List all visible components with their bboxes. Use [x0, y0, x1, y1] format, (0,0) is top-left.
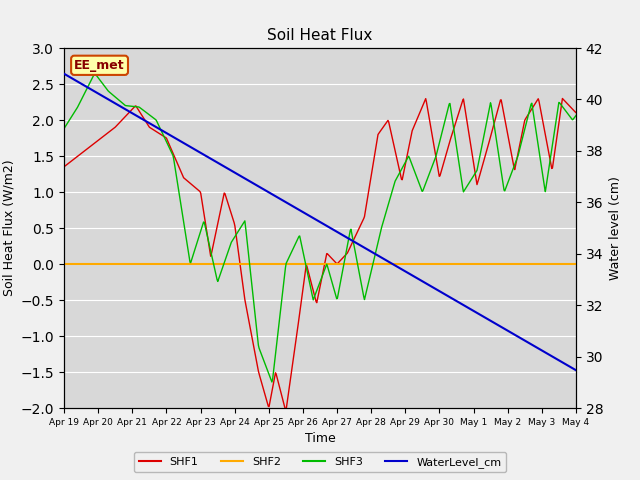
- Text: EE_met: EE_met: [74, 59, 125, 72]
- SHF2: [606, 261, 614, 267]
- SHF3: [225, 245, 233, 251]
- WaterLevel_cm: [424, 282, 432, 288]
- Line: SHF3: SHF3: [64, 73, 610, 382]
- SHF1: [225, 202, 232, 208]
- SHF1: [273, 372, 280, 377]
- SHF3: [606, 99, 614, 105]
- SHF2: [252, 261, 259, 267]
- WaterLevel_cm: [60, 71, 68, 77]
- Y-axis label: Water level (cm): Water level (cm): [609, 176, 622, 280]
- Legend: SHF1, SHF2, SHF3, WaterLevel_cm: SHF1, SHF2, SHF3, WaterLevel_cm: [134, 452, 506, 472]
- SHF3: [91, 71, 99, 76]
- WaterLevel_cm: [124, 108, 132, 114]
- SHF1: [124, 111, 132, 117]
- WaterLevel_cm: [225, 166, 232, 172]
- SHF3: [60, 126, 68, 132]
- Line: WaterLevel_cm: WaterLevel_cm: [64, 74, 610, 390]
- SHF1: [252, 353, 259, 359]
- SHF2: [60, 261, 68, 267]
- Line: SHF1: SHF1: [64, 84, 610, 410]
- WaterLevel_cm: [394, 264, 401, 270]
- SHF2: [424, 261, 432, 267]
- SHF2: [124, 261, 132, 267]
- WaterLevel_cm: [606, 387, 614, 393]
- SHF3: [395, 172, 403, 178]
- SHF1: [586, 81, 594, 87]
- X-axis label: Time: Time: [305, 432, 335, 445]
- SHF1: [60, 164, 68, 170]
- SHF3: [274, 333, 282, 339]
- SHF1: [425, 111, 433, 117]
- WaterLevel_cm: [273, 194, 280, 200]
- SHF1: [394, 160, 402, 166]
- SHF2: [273, 261, 280, 267]
- SHF3: [125, 103, 132, 109]
- SHF2: [394, 261, 401, 267]
- Y-axis label: Soil Heat Flux (W/m2): Soil Heat Flux (W/m2): [2, 160, 15, 296]
- SHF3: [252, 323, 260, 328]
- SHF3: [268, 379, 276, 385]
- SHF2: [225, 261, 232, 267]
- Title: Soil Heat Flux: Soil Heat Flux: [268, 28, 372, 43]
- SHF3: [426, 171, 433, 177]
- WaterLevel_cm: [252, 182, 259, 188]
- SHF1: [606, 81, 614, 87]
- SHF1: [282, 407, 289, 413]
